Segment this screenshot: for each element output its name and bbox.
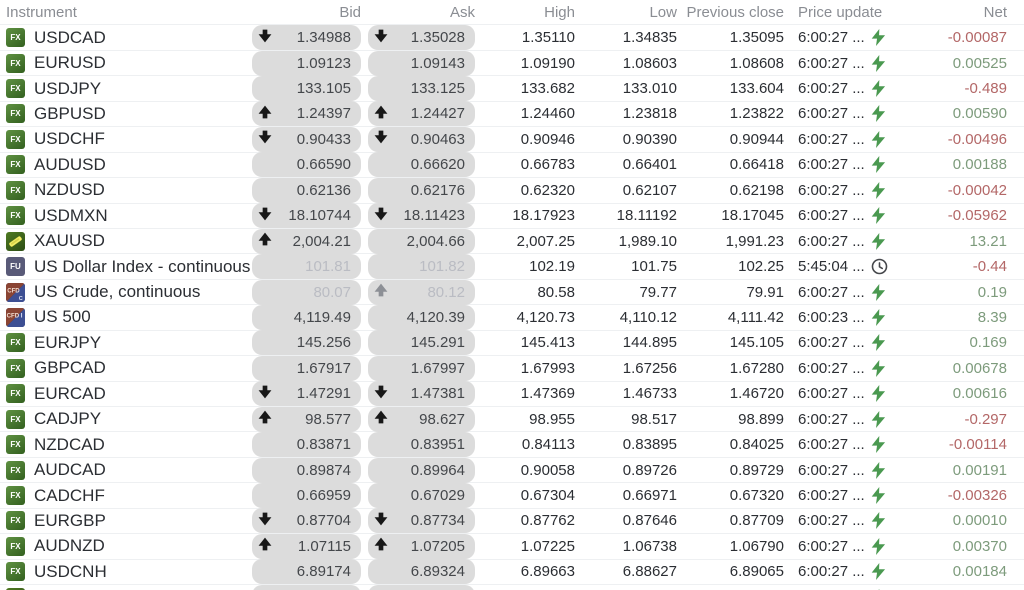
svg-text:I: I [21,313,23,320]
svg-text:CFD: CFD [7,287,20,294]
svg-text:C: C [19,295,23,301]
svg-text:CFD: CFD [7,313,20,320]
